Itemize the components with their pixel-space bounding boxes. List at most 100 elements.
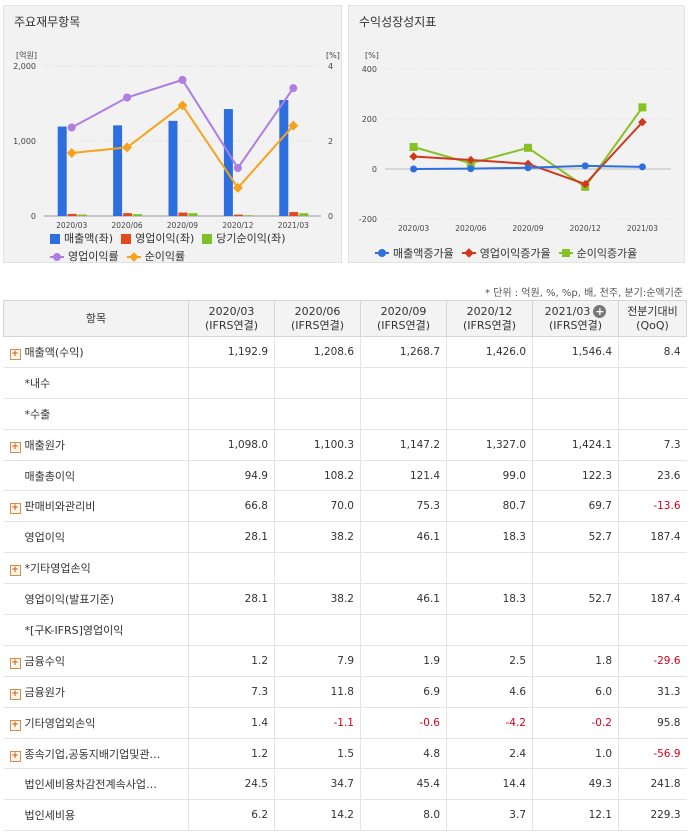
row-label-cell[interactable]: + 금융수익 xyxy=(3,645,189,677)
panel-title: 주요재무항목 xyxy=(14,15,81,29)
row-label-cell[interactable]: + *기타영업손익 xyxy=(3,552,189,585)
expand-columns-icon[interactable]: + xyxy=(593,304,607,318)
legend-item[interactable]: 당기순이익(좌) xyxy=(202,231,286,247)
growth-indicator-panel: 수익성장성지표 [%] -200 0 200 400 2020/03 2020/06 2020… xyxy=(348,5,685,263)
legend-swatch xyxy=(126,252,141,262)
line-net_margin xyxy=(71,103,295,190)
point-net_margin xyxy=(232,182,243,193)
point-rev_growth xyxy=(581,162,589,170)
qoq-cell: 31.3 xyxy=(618,676,687,708)
bar-op_income xyxy=(67,213,77,216)
value-cell: 6.2 xyxy=(188,799,275,832)
expand-row-icon[interactable]: + xyxy=(9,565,21,577)
qoq-cell: -13.6 xyxy=(618,490,687,523)
value-cell: 1.8 xyxy=(532,645,619,677)
y-right-tick: 0 xyxy=(328,212,333,221)
qoq-cell: 241.8 xyxy=(618,768,687,801)
qoq-cell xyxy=(618,367,687,399)
value-cell: 6.0 xyxy=(532,676,619,708)
legend-item[interactable]: 매출액(좌) xyxy=(50,231,113,247)
legend-label: 순이익률 xyxy=(144,250,186,263)
header-line2: (IFRS연결) xyxy=(290,318,345,332)
point-op_margin xyxy=(289,84,298,93)
unit-note: * 단위 : 억원, %, %p, 배, 천주, 분기:순액기준 xyxy=(484,288,683,299)
bar-net_income xyxy=(133,214,143,216)
value-cell: 1.4 xyxy=(188,707,275,739)
legend-item[interactable]: 순이익증가율 xyxy=(558,245,637,261)
expand-row-icon[interactable]: + xyxy=(9,503,21,515)
bar-net_income xyxy=(77,214,87,216)
point-op_growth xyxy=(466,155,476,165)
value-cell: 14.4 xyxy=(446,768,533,801)
value-cell: 8.0 xyxy=(360,799,447,832)
value-cell: 3.7 xyxy=(446,799,533,832)
expand-row-icon[interactable]: + xyxy=(9,750,21,762)
legend-swatch xyxy=(50,234,60,244)
y-right-unit: [%] xyxy=(326,51,340,60)
point-net_margin xyxy=(66,148,77,158)
value-cell: 1,268.7 xyxy=(360,336,447,368)
value-cell: 1,424.1 xyxy=(532,429,619,461)
legend-item[interactable]: 영업이익(좌) xyxy=(121,231,194,247)
row-label-cell[interactable]: + 종속기업,공동지배기업및관… xyxy=(3,738,189,770)
legend-item[interactable]: 매출액증가율 xyxy=(375,245,454,261)
table-row: 법인세비용차감전계속사업… 24.5 34.7 45.4 14.4 49.3 241.8 xyxy=(3,768,687,801)
value-cell xyxy=(360,552,447,585)
x-tick-label: 2020/06 xyxy=(455,224,486,233)
row-label-cell[interactable]: + 매출원가 xyxy=(3,429,189,461)
value-cell: 121.4 xyxy=(360,460,447,492)
qoq-cell: 23.6 xyxy=(618,460,687,492)
legend-swatch xyxy=(121,234,132,244)
legend-item[interactable]: 영업이익률 xyxy=(50,249,119,265)
value-cell: 18.3 xyxy=(446,583,533,616)
legend-swatch xyxy=(375,248,389,258)
financial-items-panel: 주요재무항목 [억원] [%] 0 1,000 2,000 0 2 4 2020/03 2020/… xyxy=(3,5,342,263)
value-cell xyxy=(532,552,619,585)
value-cell xyxy=(446,614,533,646)
expand-row-icon[interactable]: + xyxy=(9,441,21,453)
row-label-cell[interactable]: + 매출액(수익) xyxy=(3,336,189,368)
legend-item[interactable]: 영업이익증가율 xyxy=(461,245,551,261)
row-label: 매출원가 xyxy=(24,438,65,452)
row-label: *수출 xyxy=(24,407,51,421)
header-line2: (IFRS연결) xyxy=(204,318,259,332)
y-tick: 400 xyxy=(362,65,377,74)
table-row: 법인세비용 6.2 14.2 8.0 3.7 12.1 229.3 xyxy=(3,799,687,832)
legend-item[interactable]: 순이익률 xyxy=(126,249,186,265)
point-op_growth xyxy=(638,117,647,127)
value-cell: 1,100.3 xyxy=(274,429,361,461)
expand-row-icon[interactable]: + xyxy=(9,657,21,669)
line-op_margin xyxy=(71,78,295,170)
value-cell: 1,098.0 xyxy=(188,429,275,461)
qoq-cell xyxy=(618,398,687,430)
x-tick-label: 2020/03 xyxy=(56,221,87,230)
expand-row-icon[interactable]: + xyxy=(9,688,21,700)
value-cell: 1,208.6 xyxy=(274,336,361,368)
row-label: 법인세비용차감전계속사업… xyxy=(24,778,157,792)
expand-row-icon[interactable]: + xyxy=(9,348,21,360)
point-net_growth xyxy=(409,143,418,151)
point-op_margin xyxy=(233,164,242,172)
point-net_margin xyxy=(177,100,188,111)
row-label: *기타영업손익 xyxy=(24,562,91,576)
row-label-cell[interactable]: + 금융원가 xyxy=(3,676,189,708)
y-tick: 0 xyxy=(372,165,377,174)
value-cell: 6.9 xyxy=(360,676,447,708)
bar-net_income xyxy=(299,213,309,216)
growth-indicator-chart: [%] -200 0 200 400 2020/03 2020/06 2020/09 2020/… xyxy=(359,51,671,233)
table-row: *[구K-IFRS]영업이익 xyxy=(3,614,687,646)
value-cell: 11.8 xyxy=(274,676,361,708)
row-label: 매출총이익 xyxy=(24,469,76,483)
row-label-cell[interactable]: + 기타영업외손익 xyxy=(3,707,189,739)
legend-label: 매출액증가율 xyxy=(393,247,454,260)
value-cell xyxy=(188,398,275,430)
value-cell xyxy=(274,614,361,646)
value-cell: 24.5 xyxy=(188,768,275,801)
value-cell: -1.1 xyxy=(274,707,361,739)
value-cell: 1,426.0 xyxy=(446,336,533,368)
expand-row-icon[interactable]: + xyxy=(9,719,21,731)
chart-legend: 매출액(좌) 영업이익(좌) 당기순이익(좌) 영업이익률 순이익률 xyxy=(50,231,340,267)
bar-op_income xyxy=(289,212,299,216)
value-cell xyxy=(532,367,619,399)
row-label-cell[interactable]: + 판매비와관리비 xyxy=(3,490,189,523)
